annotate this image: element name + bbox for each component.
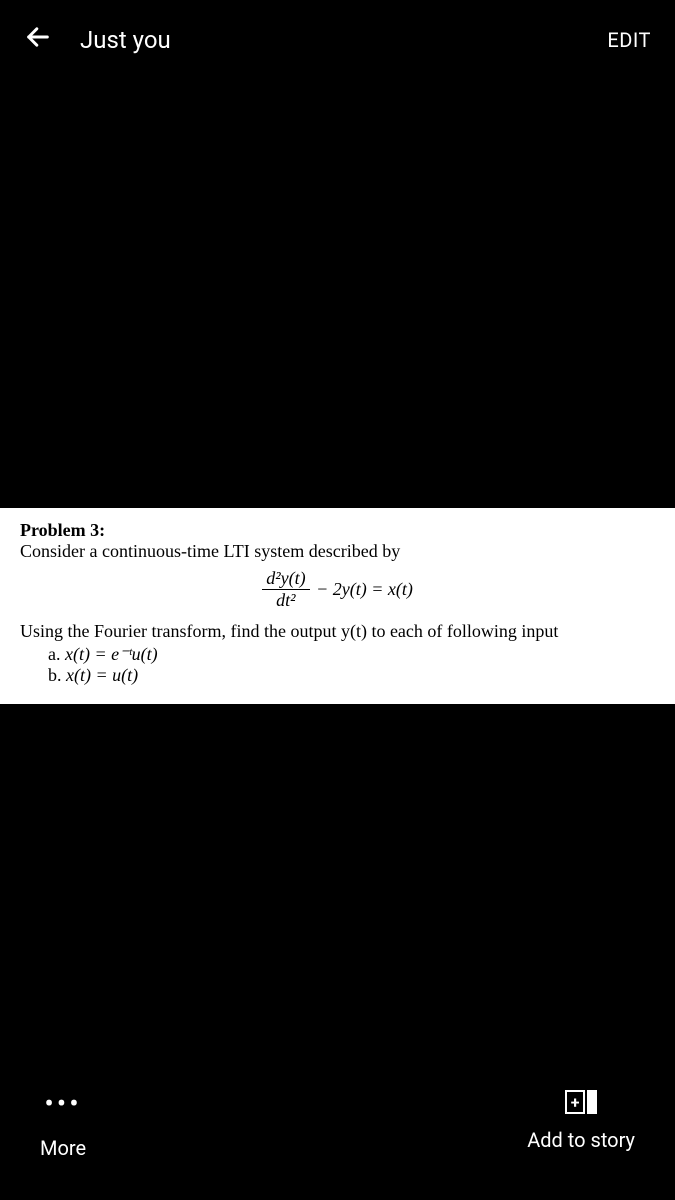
list-item: a. x(t) = e⁻ᵗu(t)	[48, 644, 655, 665]
back-arrow-icon[interactable]	[24, 23, 52, 58]
add-to-story-button[interactable]: + Add to story	[527, 1090, 635, 1160]
numerator: d²y(t)	[262, 568, 309, 590]
more-icon: •••	[44, 1090, 81, 1118]
list-item: b. x(t) = u(t)	[48, 665, 655, 686]
equation-right: − 2y(t) = x(t)	[316, 579, 413, 600]
header: Just you EDIT	[0, 0, 675, 80]
item-math: x(t) = u(t)	[66, 665, 138, 685]
problem-description: Consider a continuous-time LTI system de…	[20, 541, 655, 562]
equation: d²y(t) dt² − 2y(t) = x(t)	[20, 568, 655, 611]
add-story-icon: +	[565, 1090, 597, 1114]
more-label: More	[40, 1136, 86, 1160]
add-story-label: Add to story	[527, 1128, 635, 1152]
document-content: Problem 3: Consider a continuous-time LT…	[0, 508, 675, 704]
problem-label: Problem 3:	[20, 520, 655, 541]
item-label: b.	[48, 665, 62, 685]
fraction: d²y(t) dt²	[262, 568, 309, 611]
more-button[interactable]: ••• More	[40, 1090, 86, 1160]
denominator: dt²	[262, 590, 309, 611]
edit-button[interactable]: EDIT	[607, 28, 651, 52]
instruction: Using the Fourier transform, find the ou…	[20, 621, 655, 642]
item-math: x(t) = e⁻ᵗu(t)	[65, 644, 158, 664]
bottom-bar: ••• More + Add to story	[0, 1090, 675, 1160]
page-title: Just you	[80, 26, 171, 54]
item-label: a.	[48, 644, 61, 664]
header-left: Just you	[24, 23, 171, 58]
